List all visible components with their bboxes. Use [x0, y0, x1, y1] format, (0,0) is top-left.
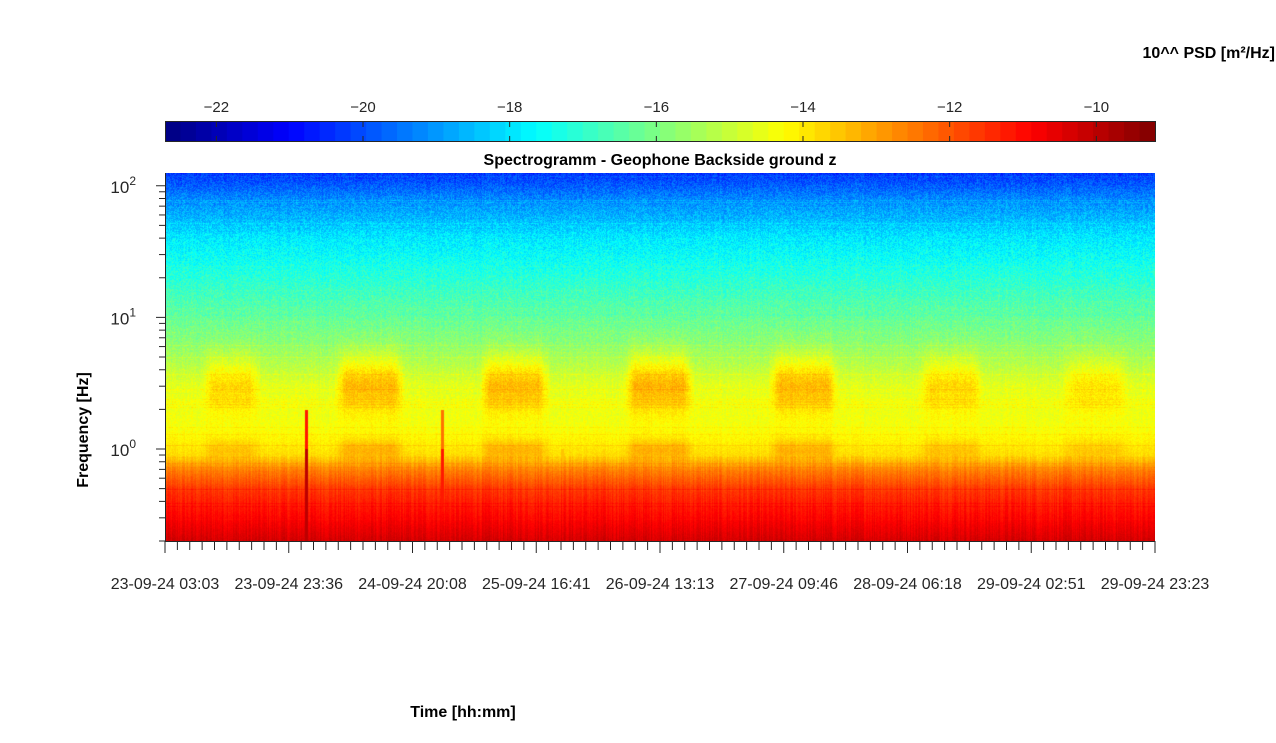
- colorbar-segment: [969, 121, 986, 142]
- colorbar-segment: [536, 121, 553, 142]
- colorbar-segment: [319, 121, 336, 142]
- x-axis-label: Time [hh:mm]: [410, 704, 515, 721]
- x-tick-label: 24-09-24 20:08: [358, 576, 467, 593]
- y-tick-label: 100: [110, 437, 136, 460]
- colorbar-segment: [1108, 121, 1125, 142]
- colorbar-segment: [180, 121, 197, 142]
- colorbar-segment: [288, 121, 305, 142]
- spectrogram-image-container: [165, 173, 1155, 541]
- x-tick-label: 26-09-24 13:13: [606, 576, 715, 593]
- x-axis-tick-labels: 23-09-24 03:03 23-09-24 23:36 24-09-24 20:…: [111, 576, 1210, 593]
- colorbar-segment: [195, 121, 213, 142]
- colorbar-segment: [1031, 121, 1048, 142]
- colorbar-segment: [366, 121, 383, 142]
- colorbar-segment: [211, 121, 228, 142]
- colorbar-tick-label: −12: [937, 99, 962, 116]
- colorbar-segment: [861, 121, 878, 142]
- colorbar-segment: [350, 121, 367, 142]
- colorbar-segment: [1046, 121, 1063, 142]
- colorbar-segment: [1077, 121, 1094, 142]
- colorbar-segment: [1124, 121, 1141, 142]
- colorbar-tick-label: −20: [350, 99, 375, 116]
- colorbar-segment: [830, 121, 847, 142]
- x-tick-label: 25-09-24 16:41: [482, 576, 591, 593]
- colorbar-segment: [799, 121, 816, 142]
- colorbar-segment: [892, 121, 909, 142]
- colorbar-segment: [783, 121, 800, 142]
- colorbar-frame: [165, 121, 1156, 142]
- colorbar-tick-label: −16: [644, 99, 669, 116]
- colorbar-segment: [381, 121, 398, 142]
- spectrogram-image: [165, 173, 1155, 541]
- colorbar-segment: [768, 121, 785, 142]
- colorbar-segment: [644, 121, 661, 142]
- colorbar-segment: [922, 121, 940, 142]
- x-tick-label: 23-09-24 03:03: [111, 576, 220, 593]
- colorbar-tick-label: −14: [790, 99, 815, 116]
- colorbar-segment: [690, 121, 708, 142]
- colorbar-segment: [551, 121, 568, 142]
- colorbar-segment: [613, 121, 630, 142]
- colorbar-segment: [427, 121, 445, 142]
- colorbar-tick-labels: −22 −20 −18 −16 −14 −12 −10: [204, 99, 1109, 116]
- colorbar-segment: [752, 121, 769, 142]
- y-axis-ticks: [156, 185, 165, 542]
- colorbar-segment: [938, 121, 955, 142]
- colorbar-segment: [953, 121, 970, 142]
- y-tick-label: 101: [110, 305, 136, 328]
- colorbar-segment: [737, 121, 754, 142]
- colorbar-segment: [505, 121, 522, 142]
- colorbar-segment: [1015, 121, 1032, 142]
- colorbar-segment: [257, 121, 274, 142]
- colorbar-segment: [706, 121, 723, 142]
- x-tick-label: 29-09-24 02:51: [977, 576, 1086, 593]
- colorbar-segment: [443, 121, 460, 142]
- y-axis-label: Frequency [Hz]: [75, 372, 92, 488]
- x-axis-ticks: [164, 541, 1156, 553]
- x-tick-label: 23-09-24 23:36: [234, 576, 343, 593]
- colorbar-segment: [1062, 121, 1079, 142]
- colorbar-segment: [226, 121, 243, 142]
- colorbar-ticks: [215, 121, 1097, 142]
- colorbar-segment: [567, 121, 584, 142]
- chart-title: Spectrogramm - Geophone Backside ground …: [484, 152, 837, 169]
- colorbar-segment: [598, 121, 615, 142]
- y-axis-tick-labels: 100 101 102: [110, 174, 136, 460]
- colorbar-segment: [489, 121, 506, 142]
- x-tick-label: 28-09-24 06:18: [853, 576, 962, 593]
- colorbar-segment: [1093, 121, 1110, 142]
- colorbar-tick-label: −10: [1084, 99, 1109, 116]
- colorbar-segment: [582, 121, 599, 142]
- colorbar-segment: [876, 121, 893, 142]
- colorbar-segment: [1139, 121, 1156, 142]
- colorbar-segment: [984, 121, 1001, 142]
- colorbar-segment: [474, 121, 491, 142]
- colorbar-segment: [412, 121, 429, 142]
- colorbar-segment: [660, 121, 677, 142]
- x-tick-label: 27-09-24 09:46: [729, 576, 838, 593]
- colorbar-segment: [629, 121, 646, 142]
- colorbar-segment: [335, 121, 352, 142]
- colorbar-segment: [458, 121, 475, 142]
- colorbar-segment: [1000, 121, 1017, 142]
- colorbar-segment: [845, 121, 862, 142]
- colorbar-segment: [304, 121, 321, 142]
- colorbar-segment: [397, 121, 414, 142]
- colorbar: [165, 121, 1156, 142]
- y-tick-label: 102: [110, 174, 136, 197]
- colorbar-segment: [520, 121, 537, 142]
- colorbar-segment: [273, 121, 290, 142]
- colorbar-tick-label: −18: [497, 99, 522, 116]
- colorbar-segment: [721, 121, 738, 142]
- colorbar-segment: [242, 121, 259, 142]
- colorbar-segment: [165, 121, 182, 142]
- colorbar-segment: [814, 121, 831, 142]
- colorbar-segment: [907, 121, 924, 142]
- colorbar-tick-label: −22: [204, 99, 229, 116]
- x-tick-label: 29-09-24 23:23: [1101, 576, 1210, 593]
- colorbar-segment: [675, 121, 692, 142]
- colorbar-title: 10^^ PSD [m²/Hz]: [1143, 45, 1275, 62]
